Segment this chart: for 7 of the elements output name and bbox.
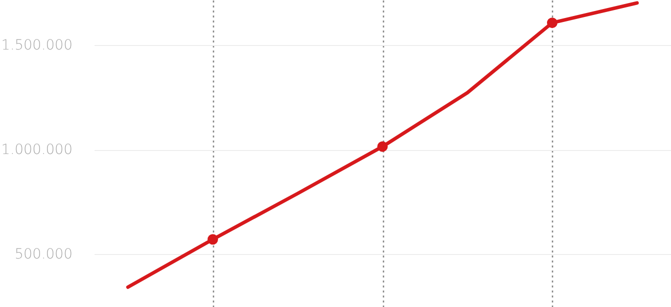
- y-tick-label: 1.000.000: [1, 142, 72, 158]
- point: [208, 234, 218, 245]
- y-tick-label: 500.000: [14, 246, 72, 263]
- line-series: [126, 1, 639, 289]
- point: [377, 141, 388, 152]
- y-tick-label: 1.500.000: [1, 37, 72, 54]
- point: [546, 18, 558, 28]
